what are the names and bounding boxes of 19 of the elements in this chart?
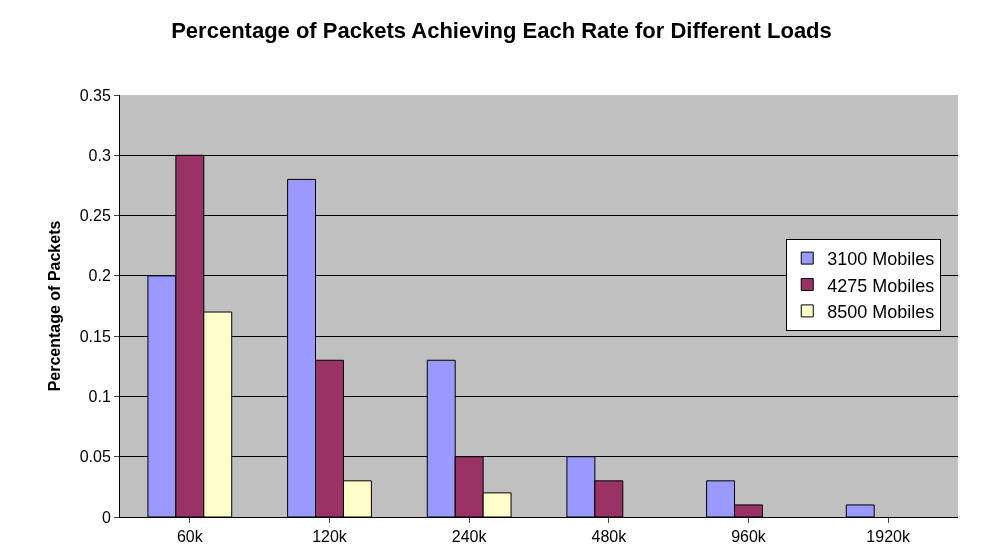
y-tick-label: 0.3	[88, 146, 111, 164]
chart-title: Percentage of Packets Achieving Each Rate for Different Loads	[171, 17, 832, 43]
x-tick-label: 1920k	[866, 528, 911, 546]
y-tick-label: 0.2	[88, 267, 111, 285]
x-tick-label: 960k	[731, 528, 767, 546]
x-tick-label: 480k	[591, 528, 628, 546]
y-tick-label: 0.05	[79, 448, 111, 466]
legend-label: 4275 Mobiles	[827, 275, 935, 296]
legend-label: 3100 Mobiles	[827, 249, 935, 270]
x-tick-label: 120k	[312, 528, 348, 546]
y-axis-title: Percentage of Packets	[45, 220, 63, 392]
y-tick-label: 0	[101, 508, 111, 526]
legend-label: 8500 Mobiles	[827, 301, 935, 322]
y-tick-label: 0.25	[79, 207, 111, 225]
x-tick-label: 60k	[176, 528, 204, 546]
y-tick-label: 0.35	[79, 86, 111, 104]
x-tick-label: 240k	[451, 528, 488, 546]
y-tick-label: 0.15	[79, 327, 111, 345]
y-tick-label: 0.1	[88, 388, 111, 406]
